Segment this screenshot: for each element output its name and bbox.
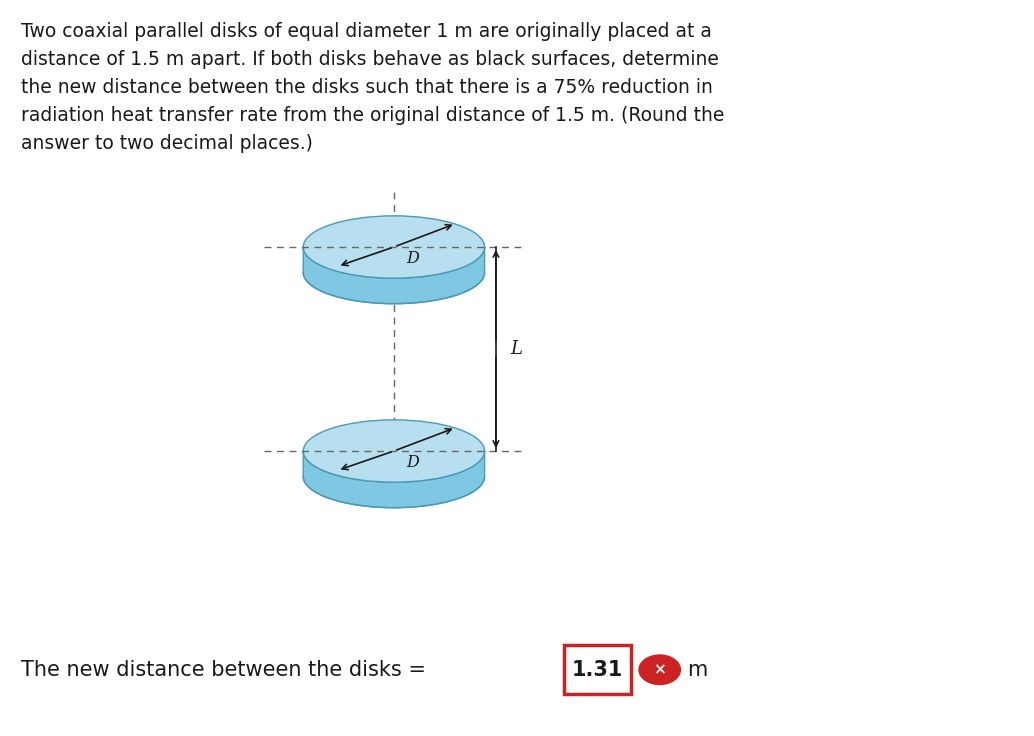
Text: Two coaxial parallel disks of equal diameter 1 m are originally placed at a
dist: Two coaxial parallel disks of equal diam… <box>21 22 724 153</box>
Ellipse shape <box>303 420 485 482</box>
Text: m: m <box>688 659 708 680</box>
Text: L: L <box>510 340 522 358</box>
Text: ×: × <box>653 662 666 677</box>
Text: The new distance between the disks =: The new distance between the disks = <box>21 659 432 680</box>
Text: D: D <box>406 250 419 267</box>
Polygon shape <box>303 451 485 508</box>
Text: D: D <box>406 454 419 471</box>
Text: 1.31: 1.31 <box>572 659 622 680</box>
Polygon shape <box>303 247 485 304</box>
Ellipse shape <box>303 216 485 278</box>
